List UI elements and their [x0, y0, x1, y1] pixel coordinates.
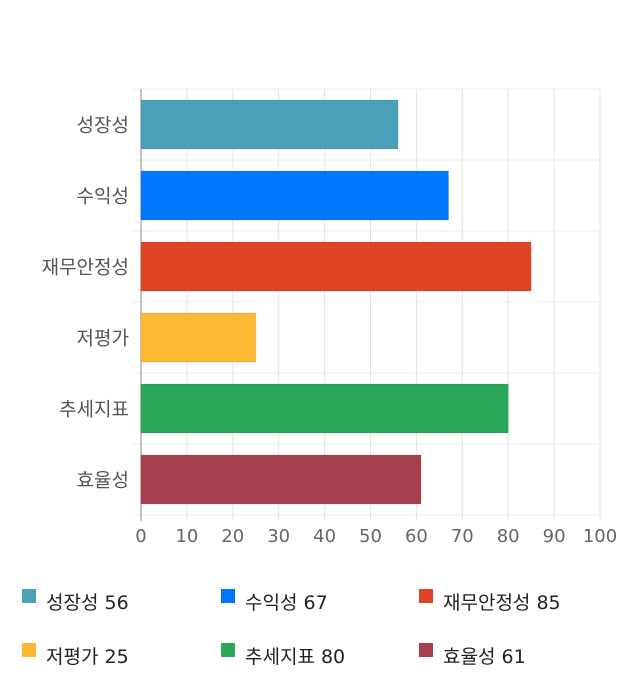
legend-label: 재무안정성 85 — [443, 592, 561, 614]
legend-swatch — [419, 643, 433, 657]
x-tick-label: 40 — [313, 526, 336, 547]
bar-2 — [140, 170, 450, 221]
x-tick-label: 100 — [583, 526, 617, 547]
x-tick-label: 30 — [267, 526, 290, 547]
x-tick-label: 80 — [497, 526, 520, 547]
legend-label: 추세지표 80 — [245, 646, 345, 668]
legend-swatch — [221, 589, 235, 603]
category-label: 성장성 — [77, 115, 129, 137]
x-tick-label: 10 — [175, 526, 198, 547]
legend-swatch — [221, 643, 235, 657]
legend-swatch — [22, 643, 36, 657]
legend-label: 효율성 61 — [443, 646, 526, 668]
bar-3 — [140, 241, 532, 292]
bar-4 — [140, 312, 257, 363]
x-tick-label: 60 — [405, 526, 428, 547]
legend-label: 저평가 25 — [46, 646, 129, 668]
x-tick-label: 90 — [543, 526, 566, 547]
category-label: 저평가 — [77, 328, 129, 350]
category-label: 추세지표 — [59, 399, 129, 421]
x-tick-label: 0 — [135, 526, 146, 547]
bar-1 — [140, 99, 399, 150]
bar-6 — [140, 454, 422, 505]
legend-swatch — [22, 589, 36, 603]
category-label: 재무안정성 — [42, 257, 129, 279]
x-tick-label: 20 — [221, 526, 244, 547]
legend-label: 성장성 56 — [46, 592, 129, 614]
category-label: 효율성 — [77, 470, 129, 492]
x-tick-label: 50 — [359, 526, 382, 547]
category-label: 수익성 — [77, 186, 129, 208]
x-tick-label: 70 — [451, 526, 474, 547]
bar-5 — [140, 383, 509, 434]
legend-swatch — [419, 589, 433, 603]
legend-label: 수익성 67 — [245, 592, 328, 614]
